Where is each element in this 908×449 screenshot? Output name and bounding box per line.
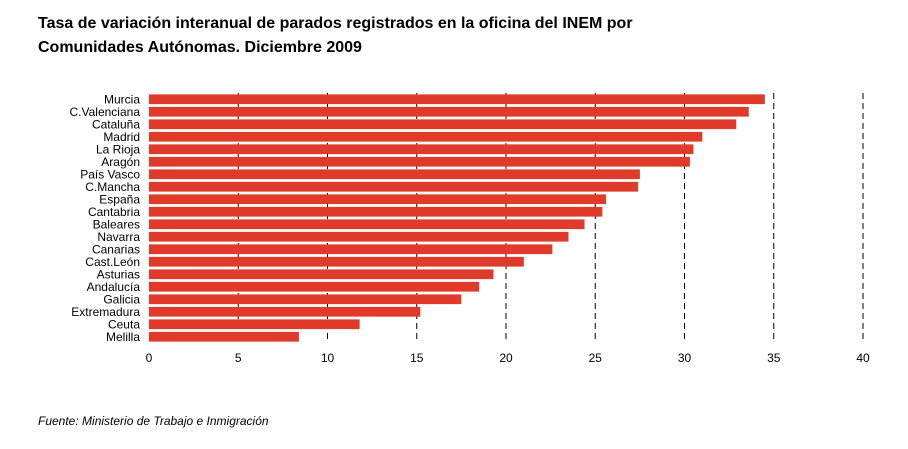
category-label: País Vasco [80,167,140,181]
category-label: C.Valenciana [70,105,141,119]
category-label: Cast.León [85,255,140,269]
category-label: Asturias [97,267,140,281]
bar [149,306,421,317]
bar [149,269,494,280]
gridlines [237,93,864,343]
chart-title-line-2: Comunidades Autónomas. Diciembre 2009 [38,39,362,56]
bar [149,256,524,267]
bar [149,319,360,330]
x-tick-label: 5 [235,351,242,365]
bar [149,331,299,342]
category-label: Melilla [106,330,140,344]
x-tick-label: 35 [767,351,781,365]
x-tick-label: 40 [856,351,870,365]
source-note: Fuente: Ministerio de Trabajo e Inmigrac… [38,414,269,428]
category-label: Extremadura [71,305,140,319]
category-label: Navarra [97,230,140,244]
bar [149,294,462,305]
category-label: Cantabria [88,205,140,219]
category-label: Ceuta [108,317,140,331]
bar [149,106,749,117]
category-label: Baleares [93,217,140,231]
bar [149,194,606,205]
category-label: C.Mancha [85,180,140,194]
category-label: Cataluña [92,117,140,131]
bar [149,94,765,105]
category-label: La Rioja [96,142,140,156]
category-label: Murcia [104,92,140,106]
category-label: Andalucía [87,280,141,294]
bars [149,94,765,342]
x-tick-label: 15 [410,351,424,365]
bar [149,131,703,142]
chart-title: Tasa de variación interanual de parados … [38,12,798,60]
bar [149,231,569,242]
category-label: España [99,192,140,206]
category-label: Canarias [92,242,140,256]
x-tick-labels: 0 5 10 15 20 25 30 35 40 [146,351,870,365]
bar [149,219,585,230]
category-label: Aragón [101,155,140,169]
x-tick-label: 30 [678,351,692,365]
x-tick-label: 25 [589,351,603,365]
bar [149,206,603,217]
x-tick-label: 0 [146,351,153,365]
x-tick-label: 10 [321,351,335,365]
category-label: Galicia [103,292,140,306]
category-label: Madrid [103,130,140,144]
bar [149,169,640,180]
chart-title-line-1: Tasa de variación interanual de parados … [38,15,633,32]
bar [149,244,553,255]
bar [149,144,694,155]
bar [149,181,639,192]
x-tick-label: 20 [499,351,513,365]
bar [149,156,690,167]
bar [149,281,480,292]
bar [149,119,737,130]
